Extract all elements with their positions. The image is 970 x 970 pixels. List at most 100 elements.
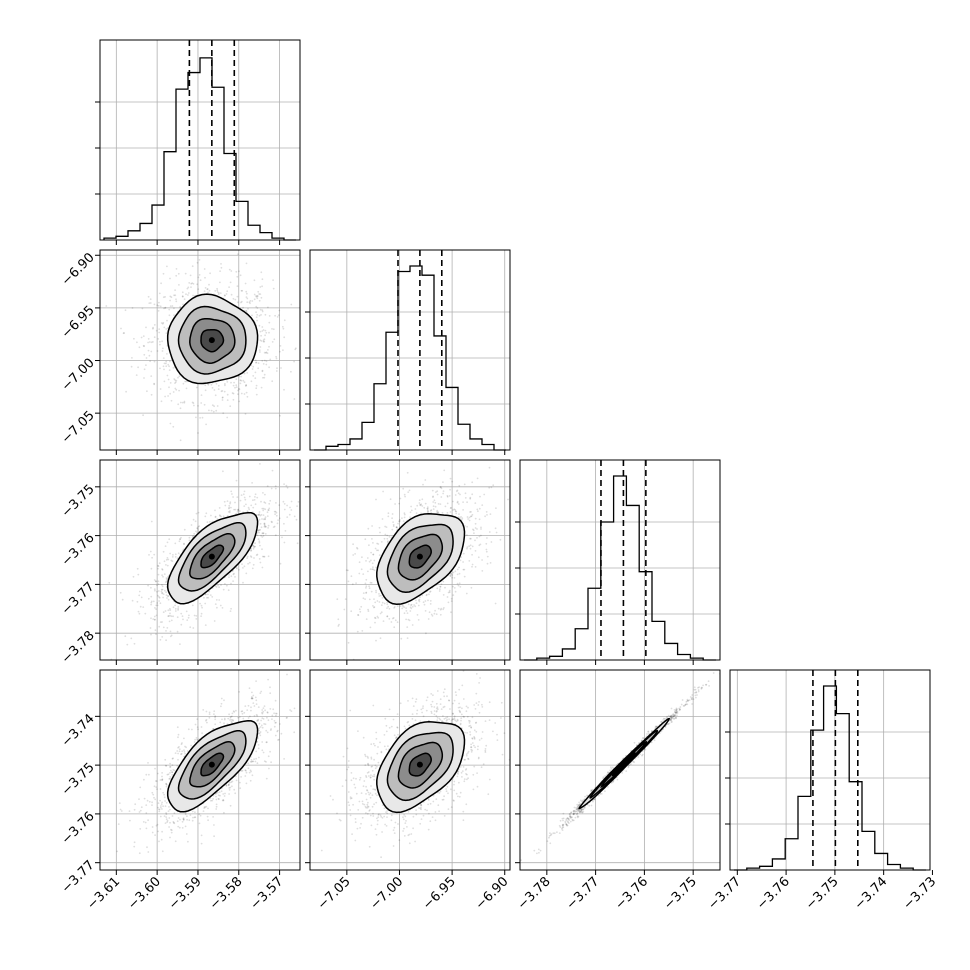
- sample-point: [458, 513, 460, 515]
- sample-point: [240, 379, 243, 382]
- sample-point: [131, 357, 133, 359]
- sample-point: [373, 606, 375, 609]
- sample-point: [422, 483, 424, 486]
- sample-point: [163, 560, 166, 563]
- sample-point: [150, 586, 152, 589]
- sample-point: [242, 379, 245, 382]
- sample-point: [187, 294, 189, 296]
- sample-point: [365, 592, 367, 594]
- sample-point: [254, 493, 257, 496]
- sample-point: [255, 316, 258, 319]
- sample-point: [429, 600, 432, 602]
- histogram-step-line: [734, 685, 926, 871]
- sample-point: [345, 569, 348, 571]
- sample-point: [370, 590, 373, 593]
- sample-point: [137, 366, 140, 369]
- sample-point: [293, 707, 296, 710]
- sample-point: [432, 505, 435, 508]
- sample-point: [423, 603, 426, 606]
- sample-point: [267, 527, 269, 529]
- sample-point: [468, 516, 471, 519]
- sample-point: [432, 501, 435, 503]
- sample-point: [282, 500, 285, 503]
- sample-point: [169, 299, 172, 302]
- sample-point: [379, 594, 382, 597]
- sample-point: [435, 613, 438, 616]
- sample-point: [448, 589, 451, 592]
- sample-point: [183, 528, 186, 531]
- sample-point: [265, 351, 268, 354]
- sample-point: [357, 614, 359, 616]
- sample-point: [384, 525, 386, 528]
- sample-point: [446, 596, 449, 598]
- sample-point: [374, 617, 377, 620]
- sample-point: [271, 469, 274, 472]
- sample-point: [274, 485, 277, 487]
- sample-point: [194, 520, 197, 523]
- sample-point: [258, 729, 260, 732]
- sample-point: [352, 554, 355, 556]
- sample-point: [157, 590, 160, 592]
- histogram-panel-1: [305, 249, 511, 451]
- sample-point: [270, 761, 272, 764]
- sample-point: [166, 353, 168, 355]
- sample-point: [260, 534, 262, 537]
- sample-point: [234, 508, 237, 511]
- sample-point: [234, 298, 237, 301]
- sample-point: [236, 285, 239, 287]
- sample-point: [401, 607, 404, 610]
- sample-point: [172, 367, 175, 369]
- sample-point: [513, 559, 515, 561]
- sample-point: [233, 788, 236, 791]
- sample-point: [272, 287, 275, 290]
- sample-point: [214, 718, 217, 721]
- sample-point: [165, 578, 168, 581]
- sample-point: [261, 326, 264, 328]
- sample-point: [160, 803, 163, 805]
- sample-point: [141, 307, 144, 310]
- sample-point: [207, 807, 209, 810]
- sample-point: [159, 638, 162, 641]
- sample-point: [386, 601, 388, 604]
- panel-background: [730, 670, 930, 870]
- sample-point: [286, 504, 288, 507]
- peak-marker: [416, 553, 423, 560]
- sample-point: [200, 402, 203, 404]
- sample-point: [190, 282, 193, 285]
- sample-point: [223, 500, 226, 503]
- sample-point: [246, 557, 249, 559]
- sample-point: [163, 362, 166, 365]
- sample-point: [262, 514, 265, 516]
- sample-point: [253, 499, 256, 501]
- sample-point: [180, 752, 183, 755]
- sample-point: [188, 282, 191, 284]
- histogram-panel-0: [95, 39, 301, 241]
- sample-point: [264, 508, 267, 511]
- sample-point: [469, 497, 472, 500]
- sample-point: [242, 567, 244, 569]
- sample-point: [383, 602, 386, 605]
- sample-point: [367, 570, 369, 573]
- sample-point: [258, 756, 260, 759]
- sample-point: [230, 582, 232, 585]
- sample-point: [170, 399, 173, 402]
- sample-point: [364, 582, 367, 585]
- sample-point: [495, 531, 498, 534]
- sample-point: [243, 490, 246, 493]
- sample-point: [154, 798, 157, 801]
- sample-point: [153, 619, 156, 621]
- sample-point: [263, 359, 266, 362]
- sample-point: [187, 292, 190, 294]
- sample-point: [476, 508, 479, 511]
- sample-point: [409, 606, 412, 609]
- sample-point: [344, 598, 347, 600]
- sample-point: [372, 553, 375, 556]
- sample-point: [139, 605, 142, 608]
- sample-point: [165, 785, 168, 788]
- sample-point: [272, 328, 275, 331]
- sample-point: [274, 487, 277, 490]
- sample-point: [460, 518, 463, 521]
- sample-point: [155, 786, 158, 788]
- sample-point: [174, 382, 176, 384]
- sample-point: [196, 531, 199, 534]
